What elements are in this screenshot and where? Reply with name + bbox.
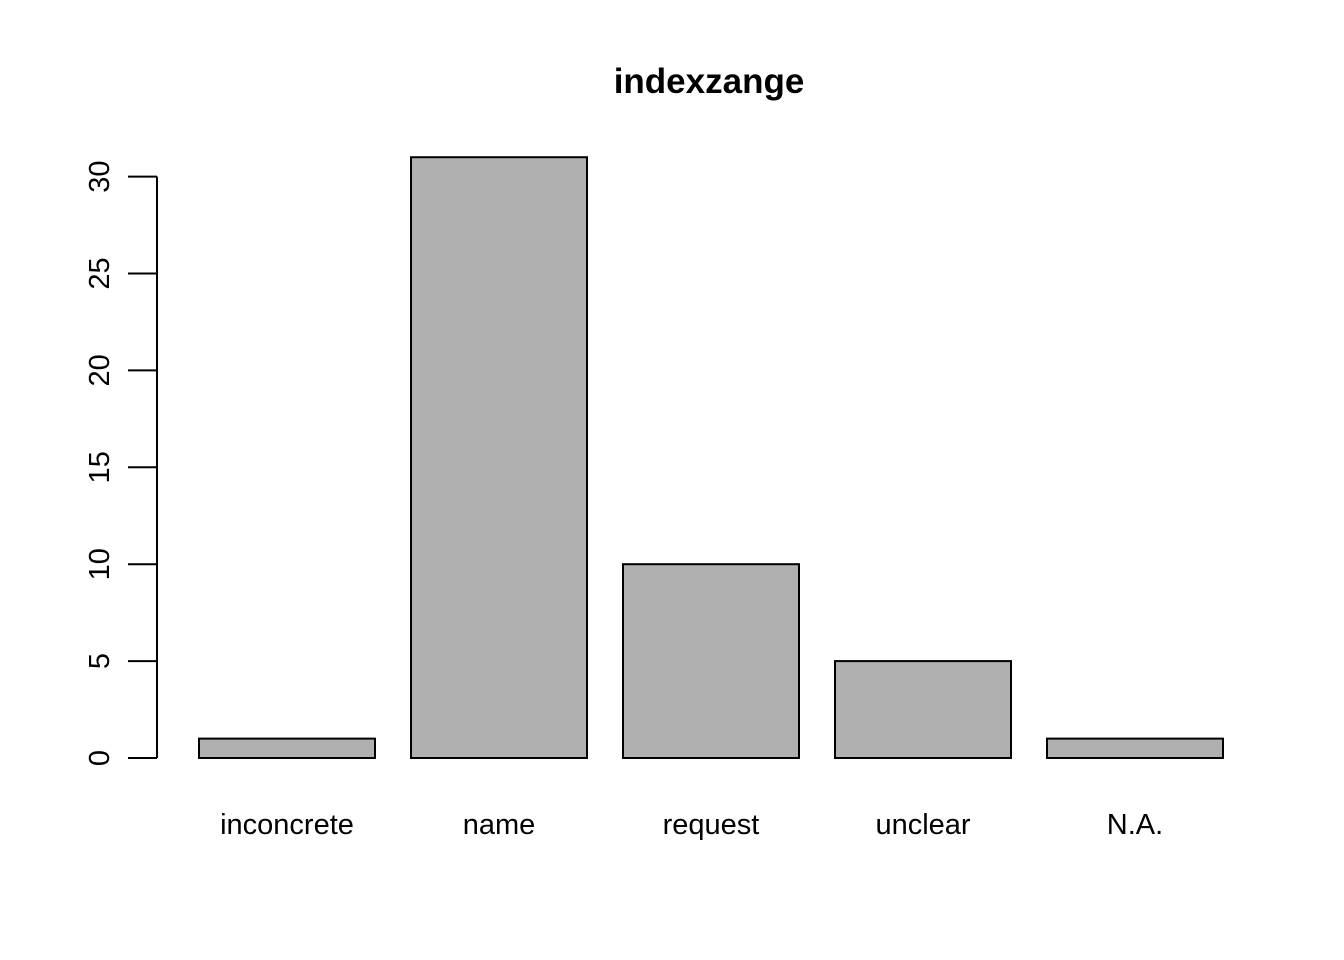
bar-name [410, 156, 588, 760]
x-tick-label: name [463, 809, 536, 841]
bar-unclear [834, 660, 1012, 759]
x-tick-label: N.A. [1107, 809, 1163, 841]
bar-n-a [1046, 737, 1224, 759]
x-tick-label: request [663, 809, 760, 841]
y-tick-label: 30 [84, 160, 116, 192]
y-tick-label: 25 [84, 257, 116, 289]
x-axis-labels: inconcrete name request unclear N.A. [220, 809, 1163, 841]
chart-title: indexzange [614, 62, 805, 101]
y-tick-label: 20 [84, 354, 116, 386]
y-tick-label: 0 [84, 750, 116, 766]
bars-layer [198, 156, 1224, 760]
y-tick-label: 15 [84, 451, 116, 483]
bar-inconcrete [198, 737, 376, 759]
y-axis: 0 5 10 15 20 25 30 [84, 160, 158, 766]
y-tick-label: 10 [84, 548, 116, 580]
y-tick-label: 5 [84, 653, 116, 669]
x-tick-label: unclear [875, 809, 970, 841]
x-tick-label: inconcrete [220, 809, 354, 841]
bar-request [622, 563, 800, 760]
